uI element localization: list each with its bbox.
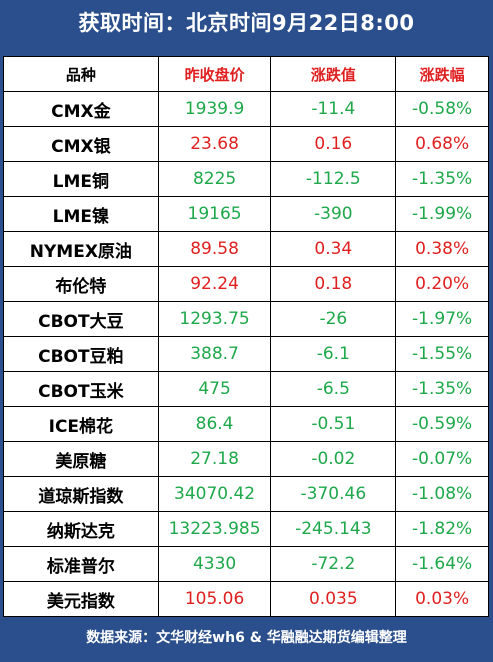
change-value: -0.02: [271, 442, 397, 477]
table-body: CMX金 1939.9 -11.4 -0.58% CMX银 23.68 0.16 0.68% L…: [4, 92, 490, 617]
instrument-name: NYMEX原油: [4, 232, 159, 267]
table-row: CMX金 1939.9 -11.4 -0.58%: [4, 92, 490, 127]
change-pct-value: -1.82%: [396, 512, 490, 547]
prev-close-value: 23.68: [158, 127, 272, 162]
change-pct-value: 0.03%: [396, 582, 490, 617]
instrument-name: LME铜: [4, 162, 159, 197]
table-row: CBOT大豆 1293.75 -26 -1.97%: [4, 302, 490, 337]
prev-close-value: 1939.9: [158, 92, 272, 127]
prev-close-value: 388.7: [158, 337, 272, 372]
prev-close-value: 19165: [158, 197, 272, 232]
change-pct-value: -1.97%: [396, 302, 490, 337]
change-value: 0.34: [271, 232, 397, 267]
instrument-name: CMX银: [4, 127, 159, 162]
instrument-name: 布伦特: [4, 267, 159, 302]
instrument-name: 美元指数: [4, 582, 159, 617]
prev-close-value: 86.4: [158, 407, 272, 442]
change-pct-value: -0.58%: [396, 92, 490, 127]
change-pct-value: 0.20%: [396, 267, 490, 302]
change-value: -26: [271, 302, 397, 337]
change-value: -370.46: [271, 477, 397, 512]
instrument-name: ICE棉花: [4, 407, 159, 442]
instrument-name: CBOT豆粕: [4, 337, 159, 372]
header-prev-close: 昨收盘价: [158, 57, 272, 92]
change-pct-value: -0.59%: [396, 407, 490, 442]
table-row: NYMEX原油 89.58 0.34 0.38%: [4, 232, 490, 267]
prev-close-value: 105.06: [158, 582, 272, 617]
table-row: 标准普尔 4330 -72.2 -1.64%: [4, 547, 490, 582]
table-row: ICE棉花 86.4 -0.51 -0.59%: [4, 407, 490, 442]
change-pct-value: -1.08%: [396, 477, 490, 512]
change-value: -72.2: [271, 547, 397, 582]
prev-close-value: 8225: [158, 162, 272, 197]
header-instrument: 品种: [4, 57, 159, 92]
prev-close-value: 89.58: [158, 232, 272, 267]
change-pct-value: -1.35%: [396, 162, 490, 197]
change-value: 0.16: [271, 127, 397, 162]
table-row: CBOT玉米 475 -6.5 -1.35%: [4, 372, 490, 407]
change-pct-value: 0.38%: [396, 232, 490, 267]
table-row: 纳斯达克 13223.985 -245.143 -1.82%: [4, 512, 490, 547]
table-header-row: 品种 昨收盘价 涨跌值 涨跌幅: [4, 57, 490, 92]
table-row: LME铜 8225 -112.5 -1.35%: [4, 162, 490, 197]
change-pct-value: 0.68%: [396, 127, 490, 162]
data-source-note: 数据来源：文华财经wh6 & 华融融达期货编辑整理: [86, 629, 407, 646]
prev-close-value: 27.18: [158, 442, 272, 477]
header-change-pct: 涨跌幅: [396, 57, 490, 92]
prev-close-value: 34070.42: [158, 477, 272, 512]
instrument-name: 道琼斯指数: [4, 477, 159, 512]
prev-close-value: 1293.75: [158, 302, 272, 337]
instrument-name: CMX金: [4, 92, 159, 127]
change-pct-value: -1.55%: [396, 337, 490, 372]
table-row: 布伦特 92.24 0.18 0.20%: [4, 267, 490, 302]
prev-close-value: 4330: [158, 547, 272, 582]
change-value: -6.1: [271, 337, 397, 372]
change-value: -6.5: [271, 372, 397, 407]
change-value: -112.5: [271, 162, 397, 197]
quotes-table: 品种 昨收盘价 涨跌值 涨跌幅 CMX金 1939.9 -11.4 -0.58% CMX…: [3, 56, 490, 617]
change-value: -11.4: [271, 92, 397, 127]
header-change: 涨跌值: [271, 57, 397, 92]
change-value: -390: [271, 197, 397, 232]
instrument-name: 标准普尔: [4, 547, 159, 582]
prev-close-value: 475: [158, 372, 272, 407]
change-pct-value: -1.99%: [396, 197, 490, 232]
table-row: 美原糖 27.18 -0.02 -0.07%: [4, 442, 490, 477]
instrument-name: 纳斯达克: [4, 512, 159, 547]
table-row: 道琼斯指数 34070.42 -370.46 -1.08%: [4, 477, 490, 512]
change-pct-value: -0.07%: [396, 442, 490, 477]
change-pct-value: -1.64%: [396, 547, 490, 582]
change-value: -245.143: [271, 512, 397, 547]
change-value: -0.51: [271, 407, 397, 442]
change-value: 0.035: [271, 582, 397, 617]
prev-close-value: 92.24: [158, 267, 272, 302]
table-row: LME镍 19165 -390 -1.99%: [4, 197, 490, 232]
change-value: 0.18: [271, 267, 397, 302]
table-row: CMX银 23.68 0.16 0.68%: [4, 127, 490, 162]
table-row: CBOT豆粕 388.7 -6.1 -1.55%: [4, 337, 490, 372]
instrument-name: CBOT大豆: [4, 302, 159, 337]
table-row: 美元指数 105.06 0.035 0.03%: [4, 582, 490, 617]
instrument-name: 美原糖: [4, 442, 159, 477]
instrument-name: LME镍: [4, 197, 159, 232]
instrument-name: CBOT玉米: [4, 372, 159, 407]
page-title: 获取时间：北京时间9月22日8:00: [78, 11, 415, 35]
change-pct-value: -1.35%: [396, 372, 490, 407]
prev-close-value: 13223.985: [158, 512, 272, 547]
